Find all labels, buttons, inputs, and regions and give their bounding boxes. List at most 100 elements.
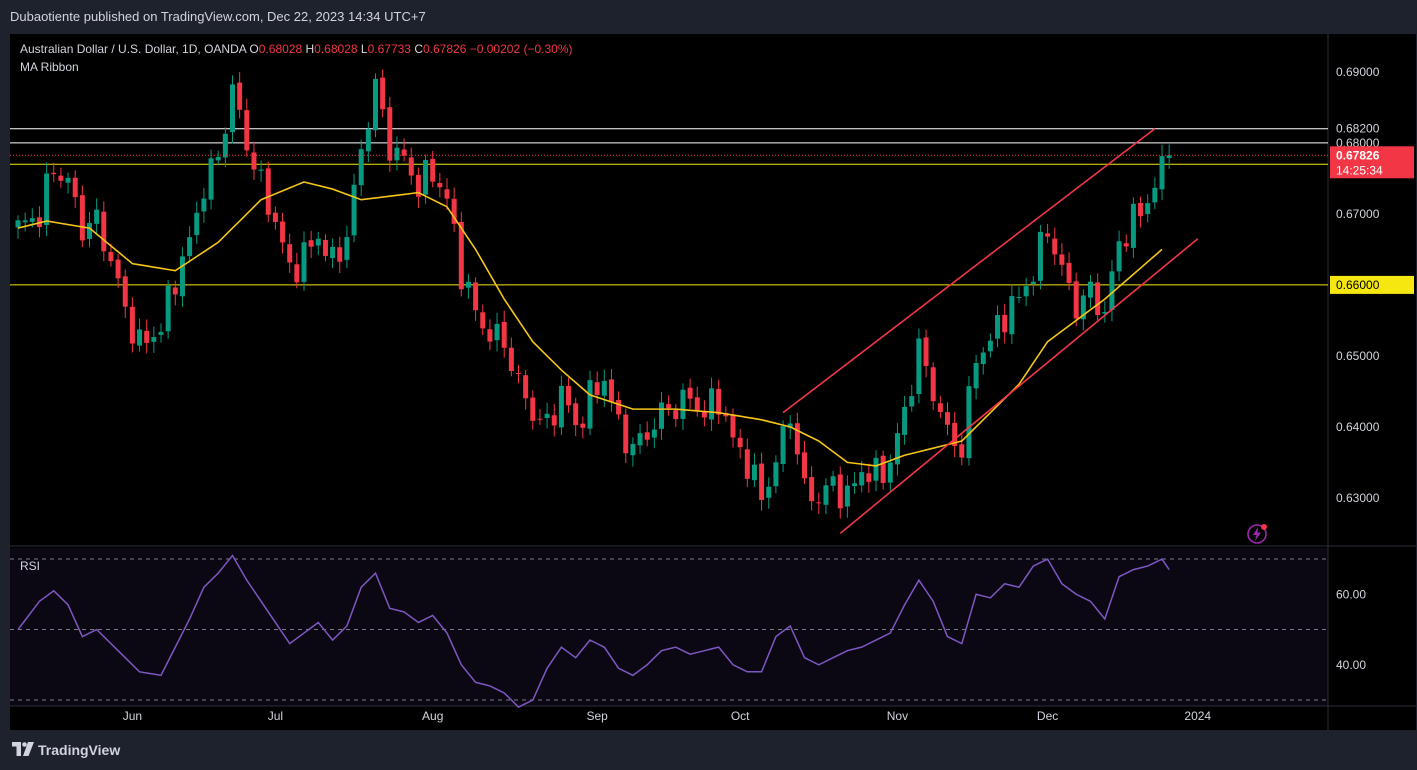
flash-icon[interactable] xyxy=(1246,523,1268,545)
candle xyxy=(294,252,300,289)
candle-body xyxy=(966,386,972,459)
candle xyxy=(630,437,636,467)
candle xyxy=(1109,260,1115,322)
candle xyxy=(616,391,622,420)
candle xyxy=(473,277,479,321)
candle-body xyxy=(344,237,350,260)
candle xyxy=(401,138,407,162)
candle-body xyxy=(365,129,371,152)
candle xyxy=(1123,234,1129,252)
candle-body xyxy=(687,387,693,399)
candle-body xyxy=(144,330,150,343)
current-price-label: 0.67826 xyxy=(1336,148,1380,162)
candle xyxy=(1023,277,1029,307)
candle xyxy=(172,280,178,306)
candle-body xyxy=(852,483,858,487)
candle-body xyxy=(301,242,307,282)
candle xyxy=(794,412,800,465)
candle xyxy=(258,160,264,182)
candle-body xyxy=(423,159,429,195)
candle xyxy=(894,423,900,476)
indicator-name[interactable]: MA Ribbon xyxy=(20,60,79,74)
candle xyxy=(623,408,629,464)
candle xyxy=(244,98,250,157)
price-tick-label: 0.65000 xyxy=(1336,349,1380,363)
candle-body xyxy=(29,218,35,222)
candle-body xyxy=(129,306,135,344)
candle xyxy=(187,226,193,263)
candle xyxy=(844,475,850,518)
candle-body xyxy=(415,174,421,197)
candle xyxy=(87,211,92,248)
candle-body xyxy=(194,212,200,236)
candle xyxy=(1080,289,1086,331)
candle xyxy=(265,161,271,223)
candle xyxy=(201,187,207,223)
candle xyxy=(966,375,972,466)
candle xyxy=(437,172,443,198)
candle-body xyxy=(1166,155,1172,159)
candle xyxy=(859,460,865,493)
candle-body xyxy=(72,177,78,198)
candle xyxy=(709,377,715,431)
candle-body xyxy=(709,388,715,420)
candle xyxy=(1066,252,1072,291)
candle-body xyxy=(730,414,736,438)
candle-body xyxy=(952,422,958,446)
candle xyxy=(1159,144,1165,201)
candle-body xyxy=(1066,262,1072,283)
candle xyxy=(866,463,872,493)
candle-body xyxy=(94,209,100,224)
symbol-name[interactable]: Australian Dollar / U.S. Dollar, 1D, OAN… xyxy=(20,42,247,56)
candle-body xyxy=(816,502,822,504)
candle xyxy=(465,274,471,299)
candle xyxy=(344,225,350,269)
candle xyxy=(766,477,772,509)
candle xyxy=(573,397,579,437)
candle-body xyxy=(737,437,743,448)
candle-body xyxy=(995,315,1001,339)
candle xyxy=(1059,243,1065,276)
candle-body xyxy=(909,396,915,407)
candle-body xyxy=(1123,243,1129,247)
rsi-label[interactable]: RSI xyxy=(20,559,41,573)
high-value: 0.68028 xyxy=(314,42,358,56)
candle xyxy=(287,233,293,273)
candle xyxy=(987,333,993,358)
candle xyxy=(802,440,807,484)
candle-body xyxy=(987,340,993,352)
publisher-text: Dubaotiente published on TradingView.com… xyxy=(10,9,426,24)
tradingview-logo-icon[interactable] xyxy=(12,742,34,756)
candle xyxy=(1145,194,1151,223)
candle-body xyxy=(65,177,71,183)
time-tick-label: Jun xyxy=(123,709,142,723)
candle xyxy=(809,466,815,511)
candle xyxy=(651,418,657,449)
candle xyxy=(51,162,57,183)
candle xyxy=(408,147,414,185)
price-tick-label: 0.63000 xyxy=(1336,491,1380,505)
time-tick-label: Jul xyxy=(268,709,283,723)
candle xyxy=(222,127,228,168)
candle-body xyxy=(137,329,143,346)
candle-body xyxy=(523,375,529,399)
candle xyxy=(580,416,586,439)
candle-body xyxy=(594,382,600,395)
low-value: 0.67733 xyxy=(367,42,411,56)
open-value: 0.68028 xyxy=(258,42,303,56)
candle xyxy=(122,269,128,319)
chart-svg[interactable]: 0.690000.680000.670000.660000.650000.640… xyxy=(10,34,1416,730)
candle xyxy=(480,304,486,336)
candle xyxy=(902,395,908,445)
tradingview-brand[interactable]: TradingView xyxy=(38,742,121,758)
candle-body xyxy=(1095,282,1101,316)
candle-body xyxy=(172,287,178,295)
time-tick-label: Aug xyxy=(422,709,443,723)
candle xyxy=(508,337,514,377)
time-tick-label: Oct xyxy=(731,709,750,723)
candle xyxy=(959,433,965,466)
candle-body xyxy=(716,388,722,415)
candle xyxy=(451,187,457,232)
candle-body xyxy=(465,281,471,288)
candle-body xyxy=(608,379,614,402)
